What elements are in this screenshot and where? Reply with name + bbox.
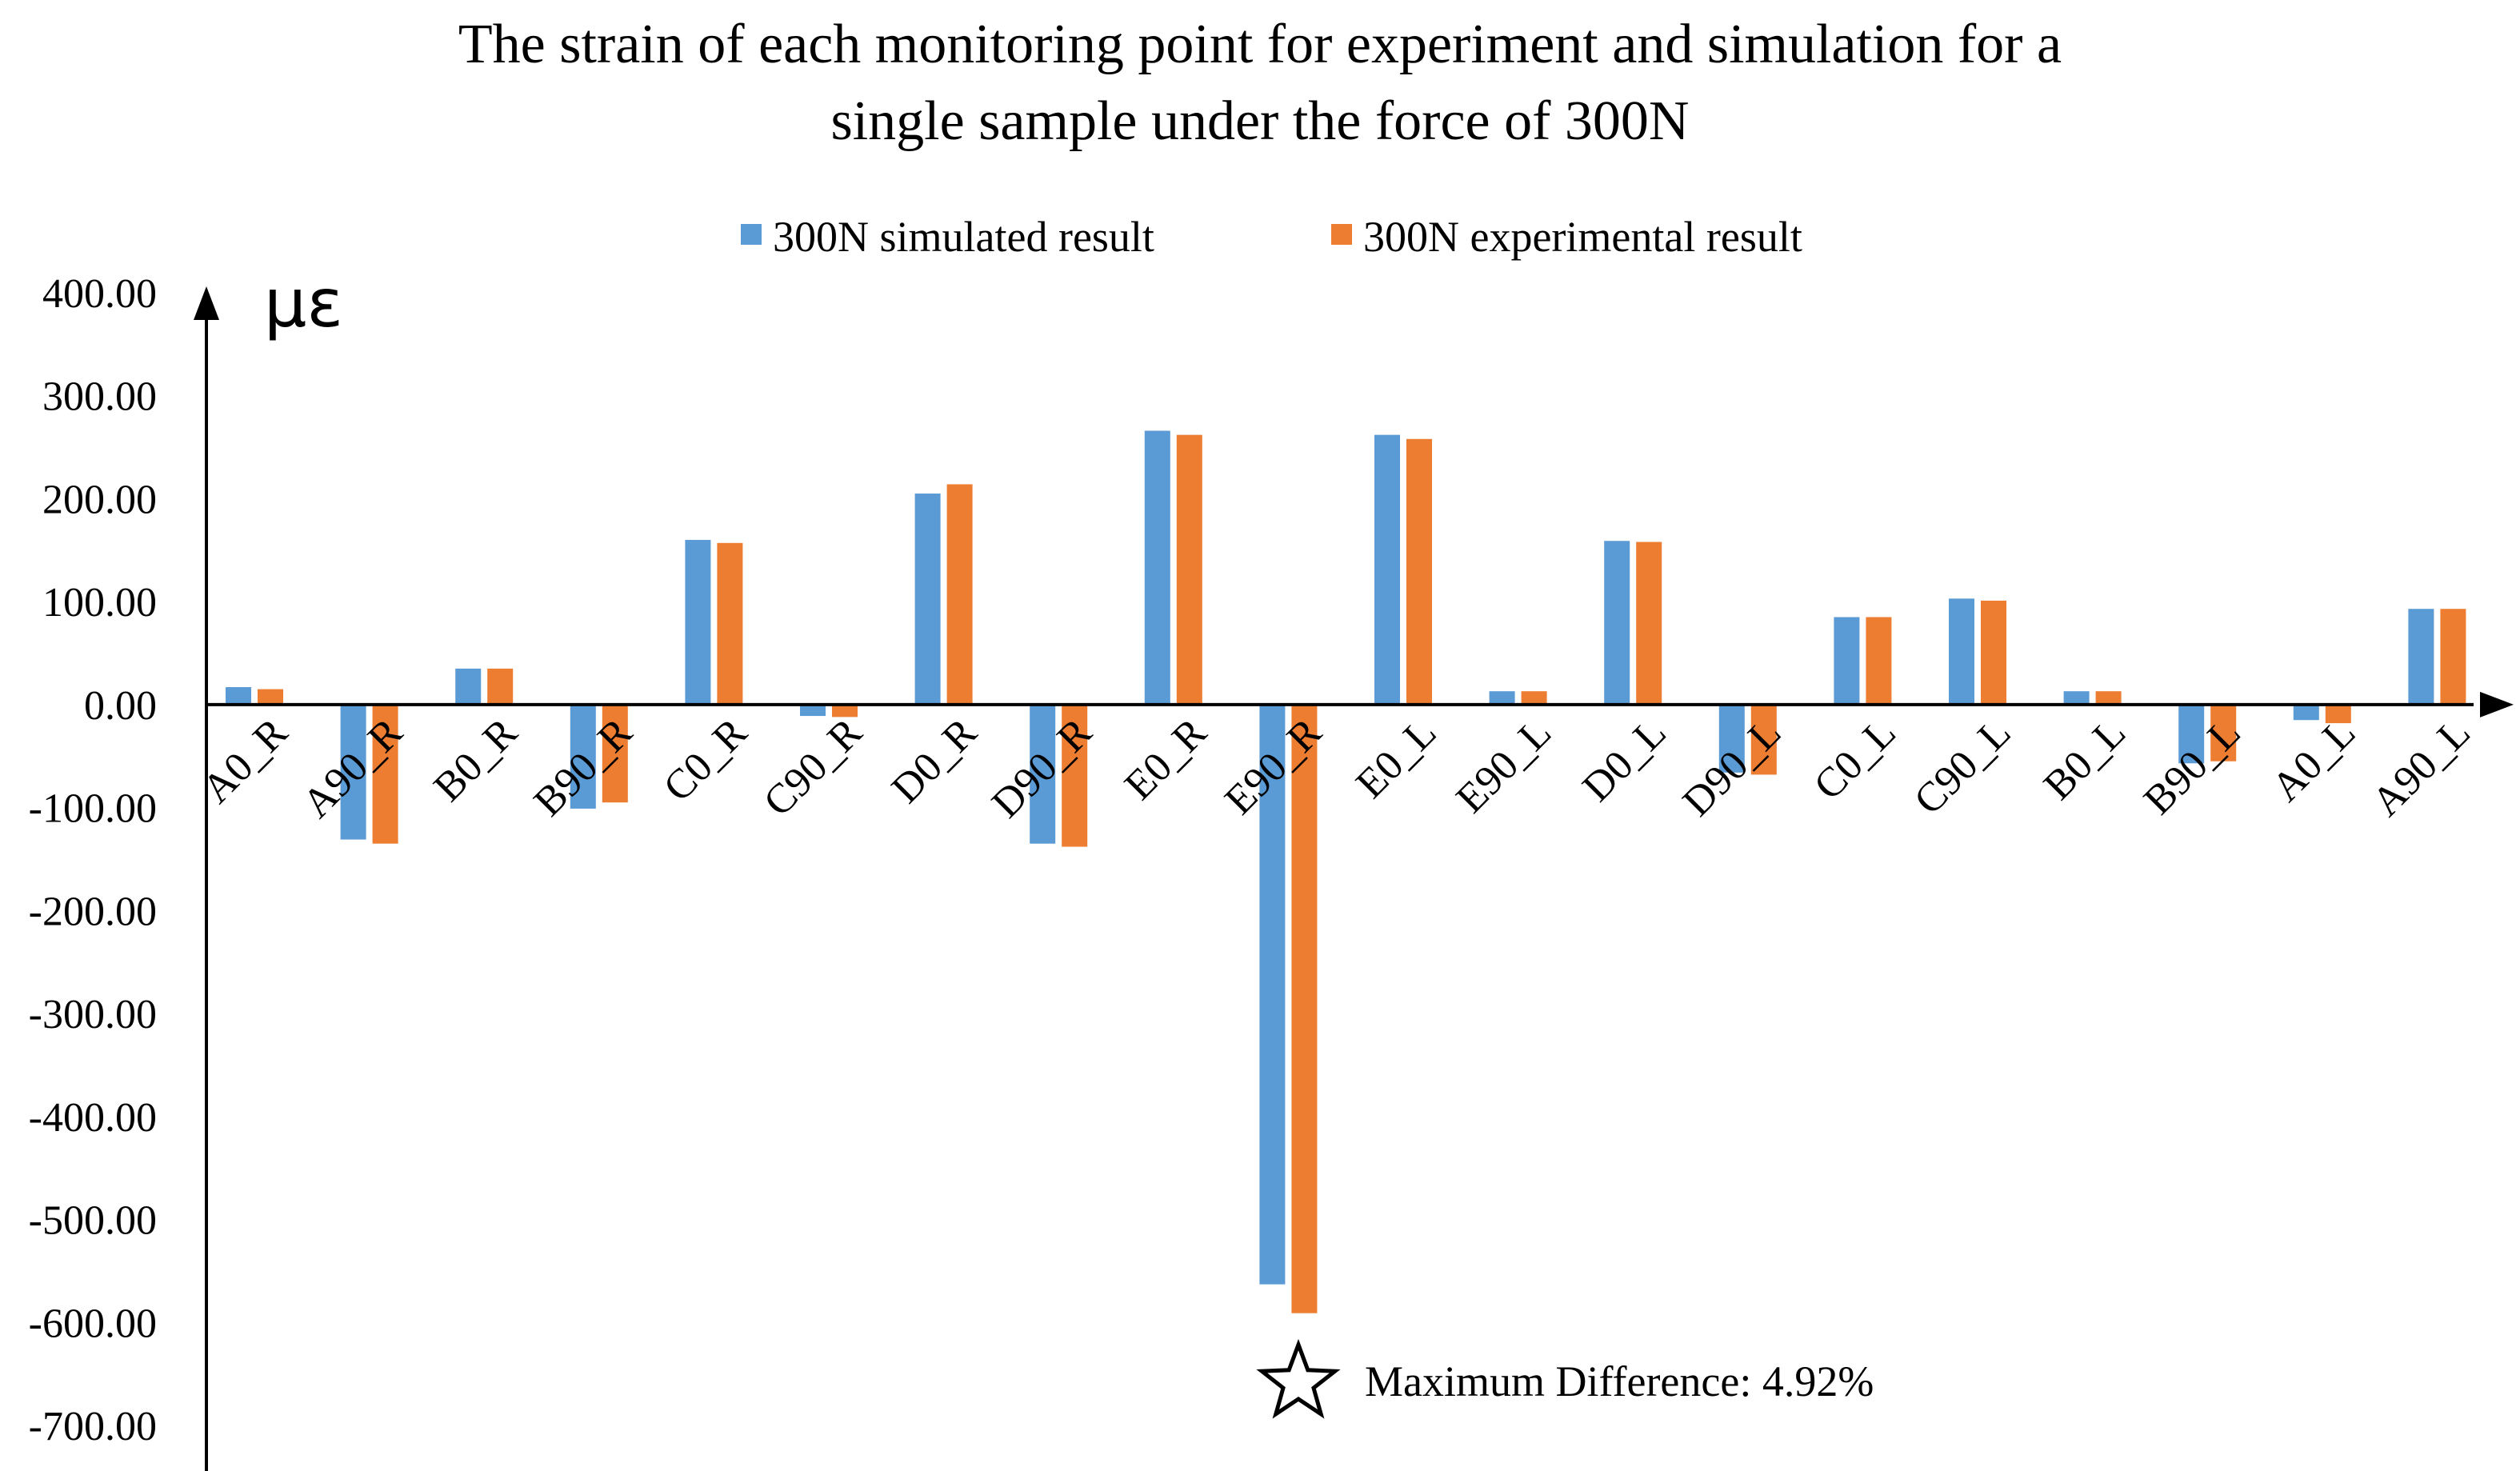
- bar-simulated-d0-r: [914, 494, 941, 705]
- annotation-text: Maximum Difference: 4.92%: [1365, 1357, 1874, 1405]
- bar-experimental-d0-l: [1636, 542, 1662, 705]
- bar-simulated-b90-l: [2178, 704, 2205, 764]
- category-label: A90_L: [2363, 710, 2478, 825]
- bar-simulated-e0-l: [1374, 434, 1400, 705]
- chart-title: The strain of each monitoring point for …: [458, 14, 2062, 152]
- x-axis-arrow-icon: [2480, 691, 2514, 718]
- bar-experimental-b90-r: [602, 704, 628, 803]
- category-label: C0_R: [655, 710, 756, 810]
- category-label: B0_R: [426, 710, 526, 810]
- y-tick-label: 0.00: [84, 683, 157, 729]
- bar-simulated-e90-r: [1259, 704, 1286, 1285]
- bar-experimental-d90-l: [1750, 704, 1777, 775]
- legend-label-simulated: 300N simulated result: [773, 213, 1154, 261]
- category-label: A0_L: [2263, 710, 2364, 810]
- bar-simulated-a0-l: [2293, 704, 2319, 721]
- bar-experimental-b0-r: [487, 668, 514, 705]
- category-label: C0_L: [1806, 710, 1905, 809]
- bar-experimental-c0-l: [1866, 617, 1892, 705]
- bar-experimental-e90-l: [1521, 691, 1547, 705]
- y-tick-label: -600.00: [29, 1301, 157, 1346]
- bar-experimental-c0-r: [717, 542, 743, 705]
- bar-simulated-a90-r: [340, 704, 366, 840]
- bar-experimental-a0-r: [258, 689, 283, 705]
- star-outline-icon: [1256, 1338, 1341, 1419]
- y-tick-label: -100.00: [29, 786, 157, 832]
- bar-simulated-c0-l: [1834, 617, 1860, 705]
- bar-simulated-e90-l: [1489, 691, 1515, 705]
- bar-simulated-b90-r: [570, 704, 596, 809]
- y-tick-label: 400.00: [42, 271, 157, 317]
- y-tick-label: -500.00: [29, 1198, 157, 1244]
- bar-experimental-d90-r: [1062, 704, 1088, 847]
- bar-simulated-d90-l: [1718, 704, 1745, 773]
- bar-experimental-e90-r: [1291, 704, 1318, 1313]
- legend-label-experimental: 300N experimental result: [1363, 213, 1802, 261]
- bar-simulated-b0-l: [2063, 691, 2090, 705]
- bar-experimental-d0-r: [946, 484, 973, 705]
- bar-simulated-c0-r: [685, 539, 711, 705]
- y-tick-label: -200.00: [29, 889, 157, 934]
- bar-simulated-d90-r: [1030, 704, 1056, 844]
- bar-simulated-e0-r: [1144, 430, 1170, 705]
- category-label: D0_R: [883, 710, 986, 812]
- legend-swatch-simulated: [741, 224, 762, 245]
- category-label: D0_L: [1574, 710, 1675, 810]
- x-axis: [206, 691, 2514, 718]
- y-tick-label: -700.00: [29, 1404, 157, 1449]
- bar-experimental-c90-l: [1981, 600, 2006, 705]
- bar-simulated-a90-l: [2408, 609, 2434, 705]
- y-tick-label: 300.00: [42, 374, 157, 420]
- legend-swatch-experimental: [1331, 224, 1352, 245]
- max-difference-annotation: Maximum Difference: 4.92%: [1256, 1338, 1874, 1419]
- category-label: C90_R: [755, 710, 871, 825]
- bar-experimental-a0-l: [2325, 704, 2351, 724]
- category-label: A0_R: [194, 710, 296, 812]
- bar-simulated-c90-r: [800, 704, 826, 717]
- bar-experimental-e0-r: [1176, 434, 1202, 705]
- bars: [226, 430, 2466, 1313]
- bar-experimental-b0-l: [2095, 691, 2122, 705]
- y-axis: 400.00 300.00 200.00 100.00 0.00 -100.00 -200.…: [29, 271, 219, 1471]
- bar-experimental-a90-r: [372, 704, 398, 844]
- bar-experimental-a90-l: [2440, 609, 2466, 705]
- category-label: B0_L: [2035, 710, 2134, 809]
- bar-experimental-b90-l: [2210, 704, 2237, 761]
- y-axis-unit-label: με: [264, 264, 343, 342]
- y-tick-label: -400.00: [29, 1095, 157, 1141]
- bar-simulated-b0-r: [455, 668, 482, 705]
- bar-experimental-e0-l: [1406, 438, 1432, 705]
- bar-experimental-c90-r: [832, 704, 858, 718]
- y-axis-arrow-icon: [194, 286, 219, 320]
- legend: 300N simulated result 300N experimental …: [741, 213, 1802, 261]
- y-tick-label: 200.00: [42, 477, 157, 522]
- y-tick-label: 100.00: [42, 580, 157, 626]
- bar-simulated-d0-l: [1604, 541, 1630, 705]
- chart-title-line: The strain of each monitoring point for …: [458, 14, 2062, 75]
- category-label: C90_L: [1906, 710, 2019, 823]
- y-tick-label: -300.00: [29, 992, 157, 1037]
- bar-simulated-c90-l: [1949, 598, 1974, 705]
- category-label: E0_R: [1116, 710, 1215, 809]
- bar-simulated-a0-r: [226, 687, 251, 705]
- category-label: E90_L: [1448, 710, 1560, 821]
- chart-title-line: single sample under the force of 300N: [830, 90, 1689, 152]
- category-label: E0_L: [1347, 710, 1445, 807]
